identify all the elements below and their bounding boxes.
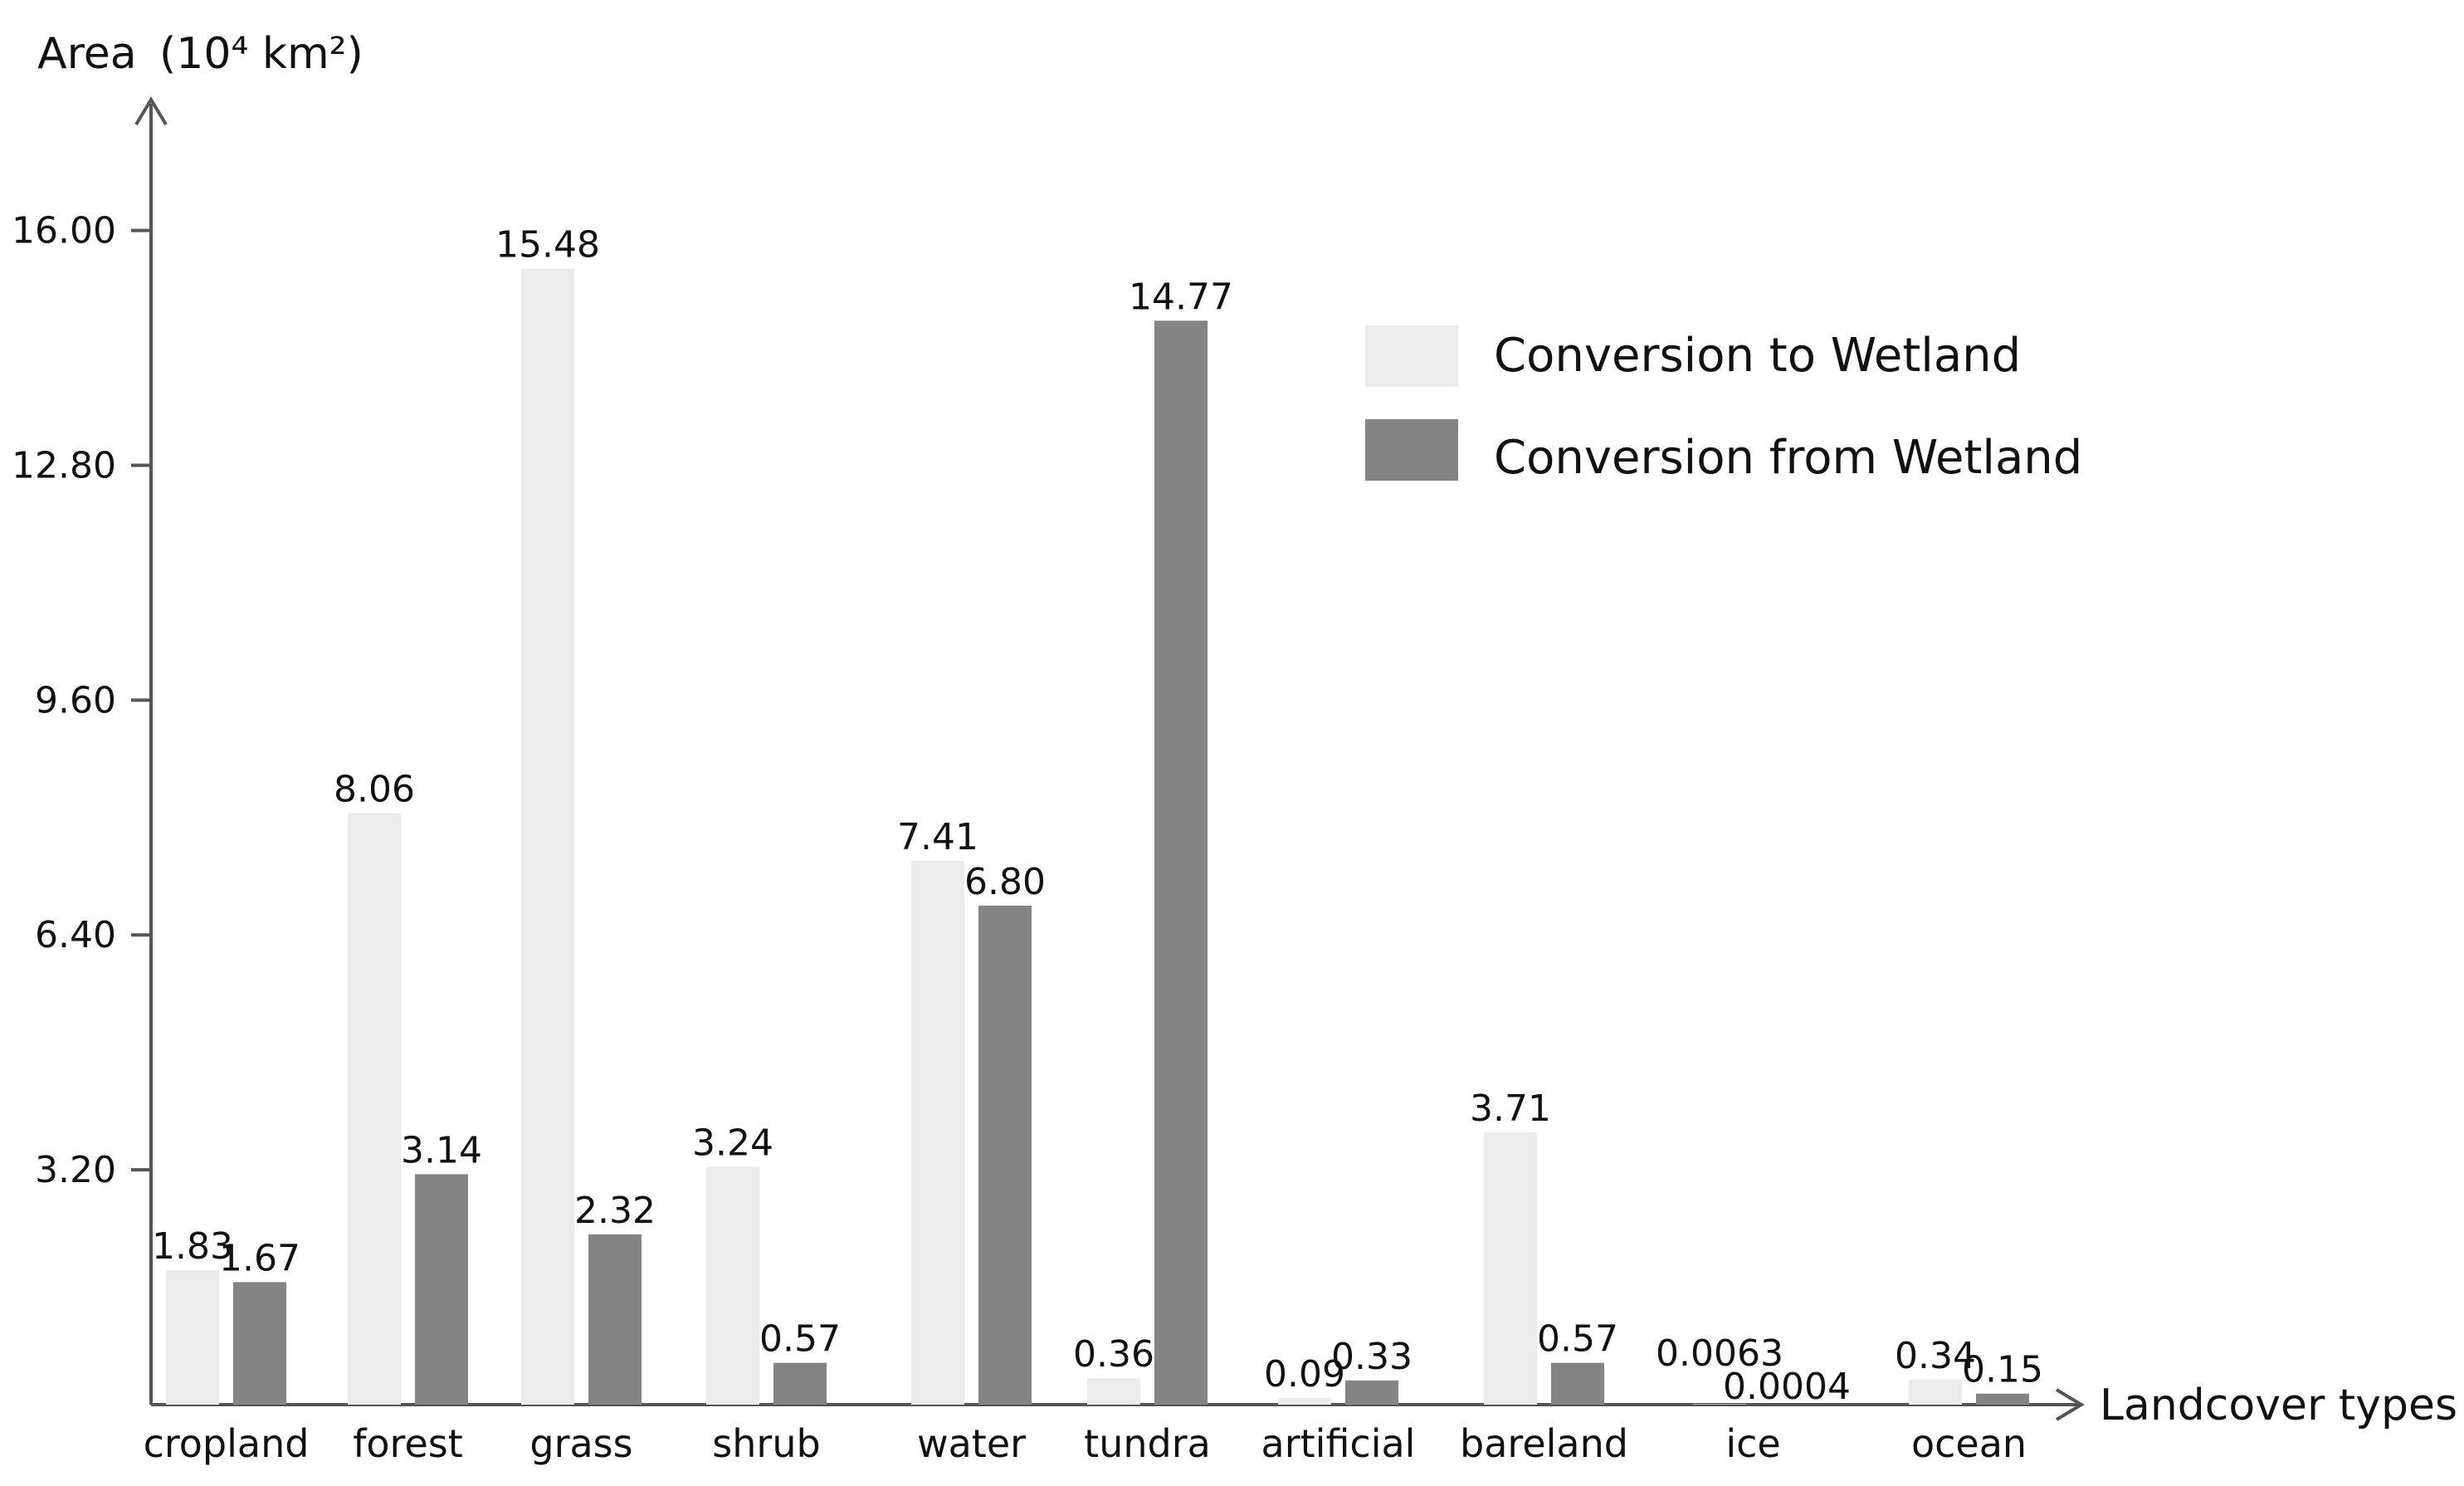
value-label: 0.34 (1895, 1335, 1976, 1377)
category-label-artificial: artificial (1261, 1421, 1416, 1466)
bar-artificial-from-wetland (1345, 1380, 1398, 1405)
value-labels: 1.831.67 8.06 3.14 15.48 2.32 3.24 0.57 7.416.8… (152, 224, 2043, 1408)
bar-grass-from-wetland (588, 1234, 642, 1405)
value-label: 0.57 (1537, 1318, 1618, 1361)
bar-shrub-to-wetland (706, 1166, 759, 1405)
value-label: 0.09 (1264, 1353, 1345, 1396)
value-label: 2.32 (574, 1190, 656, 1232)
legend-swatch-conversion-from-wetland (1365, 419, 1458, 481)
category-label-shrub: shrub (712, 1421, 820, 1466)
value-label: 6.80 (964, 861, 1046, 903)
value-label: 0.0063 (1656, 1332, 1783, 1375)
category-label-ice: ice (1725, 1421, 1780, 1466)
y-tick-label: 16.00 (12, 210, 116, 252)
y-tick-label: 6.40 (35, 914, 116, 956)
value-label: 14.77 (1129, 276, 1233, 318)
bar-forest-from-wetland (415, 1174, 468, 1405)
value-label: 8.06 (334, 768, 415, 810)
bar-ice-to-wetland (1693, 1404, 1746, 1405)
category-label-forest: forest (353, 1421, 463, 1466)
legend: Conversion to Wetland Conversion from We… (1365, 325, 2082, 485)
category-label-water: water (917, 1421, 1026, 1466)
bar-water-to-wetland (911, 860, 964, 1405)
bar-water-from-wetland (978, 905, 1032, 1405)
bars (166, 268, 2029, 1405)
category-label-tundra: tundra (1084, 1421, 1211, 1466)
bar-cropland-to-wetland (166, 1270, 219, 1405)
value-label: 1.67 (219, 1237, 300, 1279)
x-axis-arrow (2055, 1388, 2085, 1421)
value-label: 0.36 (1073, 1333, 1154, 1376)
bar-bareland-to-wetland (1484, 1132, 1537, 1405)
value-label: 1.83 (152, 1225, 233, 1268)
bar-ocean-from-wetland (1976, 1393, 2029, 1405)
y-tick-label: 3.20 (35, 1149, 116, 1191)
bar-ocean-to-wetland (1909, 1379, 1962, 1405)
category-label-bareland: bareland (1460, 1421, 1628, 1466)
bar-artificial-to-wetland (1278, 1398, 1331, 1405)
value-label: 7.41 (897, 816, 978, 858)
bar-tundra-to-wetland (1087, 1378, 1140, 1405)
legend-swatch-conversion-to-wetland (1365, 325, 1458, 387)
value-label: 0.33 (1331, 1336, 1413, 1378)
y-axis-unit: (10⁴ km²) (159, 29, 364, 79)
category-label-ocean: ocean (1911, 1421, 2027, 1466)
value-label: 3.24 (692, 1122, 773, 1165)
value-label: 3.71 (1470, 1088, 1551, 1130)
bar-forest-to-wetland (348, 813, 401, 1405)
y-tick-label: 9.60 (35, 679, 116, 721)
legend-label-conversion-to-wetland: Conversion to Wetland (1494, 329, 2021, 383)
y-axis-title: Area (37, 29, 137, 79)
value-label: 0.15 (1962, 1349, 2043, 1391)
y-ticks: 3.20 6.40 9.60 12.80 16.00 (12, 210, 151, 1191)
legend-label-conversion-from-wetland: Conversion from Wetland (1494, 431, 2082, 485)
category-label-grass: grass (529, 1421, 632, 1466)
x-axis-title: Landcover types (2100, 1381, 2457, 1430)
bar-cropland-from-wetland (233, 1282, 286, 1405)
y-tick-label: 12.80 (12, 444, 116, 486)
bar-tundra-from-wetland (1154, 320, 1208, 1405)
value-label: 15.48 (495, 224, 600, 266)
value-label: 0.0004 (1723, 1366, 1851, 1408)
category-labels: cropland forest grass shrub water tundra artif… (144, 1421, 2027, 1466)
bar-bareland-from-wetland (1551, 1362, 1604, 1405)
value-label: 0.57 (759, 1318, 841, 1361)
category-label-cropland: cropland (144, 1421, 310, 1466)
bar-shrub-from-wetland (773, 1362, 827, 1405)
y-axis-arrow (134, 96, 168, 126)
value-label: 3.14 (401, 1129, 482, 1171)
bar-grass-to-wetland (521, 268, 574, 1405)
